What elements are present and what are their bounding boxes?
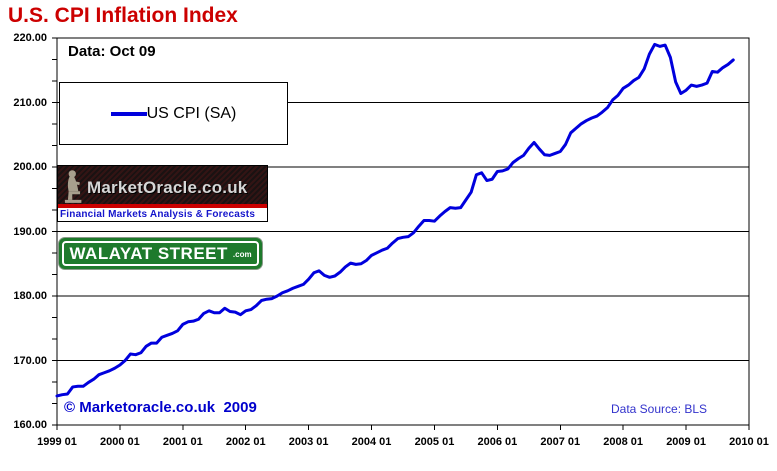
data-source-text: Data Source: BLS [611, 402, 708, 416]
marketoracle-banner: MarketOracle.co.uk [58, 166, 267, 204]
x-axis-tick-label: 2006 01 [477, 436, 518, 448]
x-axis-tick-label: 2005 01 [414, 436, 455, 448]
legend-box: US CPI (SA) [59, 82, 288, 145]
data-date-label: Data: Oct 09 [68, 43, 156, 60]
x-axis-tick-label: 2001 01 [162, 436, 203, 448]
y-axis-tick-label: 200.00 [13, 161, 47, 173]
legend-line-sample [110, 111, 147, 116]
walayat-suffix: .com [232, 250, 252, 259]
x-axis-tick-label: 2000 01 [100, 436, 140, 448]
y-axis-tick-label: 190.00 [13, 225, 47, 238]
marketoracle-tagline: Financial Markets Analysis & Forecasts [58, 208, 267, 221]
marketoracle-wordmark: MarketOracle.co.uk [87, 178, 248, 197]
legend-series-label: US CPI (SA) [146, 104, 237, 122]
chart-title: U.S. CPI Inflation Index [8, 4, 238, 27]
walayatstreet-logo: WALAYAT STREET .com [58, 237, 263, 270]
y-axis-tick-label: 220.00 [13, 32, 47, 44]
red-stripe [58, 204, 267, 208]
x-axis-tick-label: 1999 01 [37, 436, 77, 448]
walayatstreet-sign-face: WALAYAT STREET .com [62, 241, 259, 266]
x-axis-tick-label: 2003 01 [288, 436, 329, 448]
x-axis-tick-label: 2007 01 [540, 436, 581, 448]
x-axis-tick-label: 2010 01 [729, 436, 769, 448]
copyright-text: © Marketoracle.co.uk 2009 [64, 399, 257, 416]
marketoracle-logo: MarketOracle.co.uk Financial Markets Ana… [57, 165, 268, 222]
seated-reader-statue-icon [64, 170, 82, 203]
x-axis-tick-label: 2004 01 [351, 436, 392, 448]
y-axis-tick-label: 160.00 [13, 419, 47, 431]
walayat-wordmark: WALAYAT STREET [69, 244, 228, 263]
x-axis-tick-label: 2008 01 [603, 436, 644, 448]
x-axis-tick-label: 2009 01 [666, 436, 706, 448]
y-axis-tick-label: 210.00 [13, 96, 47, 109]
x-axis-tick-label: 2002 01 [225, 436, 266, 448]
y-axis-tick-label: 170.00 [13, 354, 47, 367]
y-axis-tick-label: 180.00 [13, 290, 47, 302]
